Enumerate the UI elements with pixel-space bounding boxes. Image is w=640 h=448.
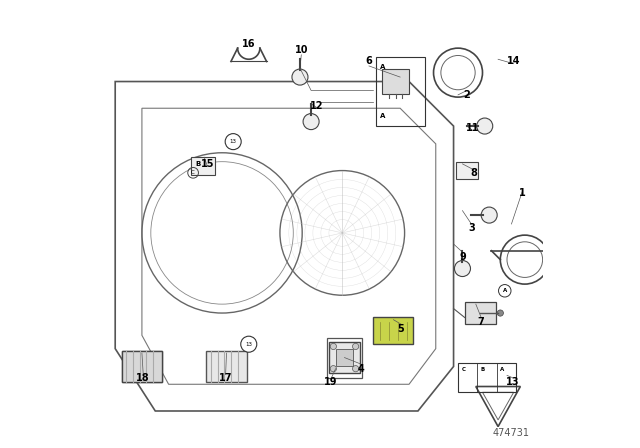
Text: 14: 14	[507, 56, 520, 66]
Text: 13: 13	[230, 139, 237, 144]
Bar	[465, 302, 496, 324]
Text: 11: 11	[466, 123, 479, 133]
Circle shape	[481, 207, 497, 223]
Bar	[376, 57, 424, 126]
Bar	[373, 318, 413, 344]
Text: 19: 19	[324, 377, 338, 387]
Text: 3: 3	[468, 224, 475, 233]
Circle shape	[497, 310, 504, 316]
Text: 5: 5	[397, 323, 404, 334]
Circle shape	[454, 260, 470, 276]
Bar	[335, 349, 353, 366]
Text: 15: 15	[200, 159, 214, 169]
Text: C: C	[191, 170, 195, 175]
Bar	[456, 162, 478, 180]
Text: 10: 10	[294, 45, 308, 56]
Circle shape	[292, 69, 308, 85]
Text: A: A	[502, 288, 507, 293]
Text: A: A	[500, 367, 504, 372]
Text: 9: 9	[460, 252, 467, 263]
Circle shape	[303, 114, 319, 129]
Circle shape	[477, 118, 493, 134]
Text: 474731: 474731	[492, 428, 529, 438]
Bar	[329, 342, 360, 373]
Text: 13: 13	[506, 377, 519, 387]
Circle shape	[241, 336, 257, 352]
Bar	[122, 351, 162, 382]
Text: 16: 16	[242, 39, 255, 49]
Text: 13: 13	[245, 342, 252, 347]
Circle shape	[330, 343, 337, 349]
Text: B: B	[195, 161, 200, 167]
Circle shape	[225, 134, 241, 150]
Text: 8: 8	[470, 168, 477, 178]
Circle shape	[353, 343, 359, 349]
Circle shape	[330, 366, 337, 372]
Text: 6: 6	[365, 56, 372, 66]
Text: 12: 12	[310, 101, 323, 111]
Text: A: A	[380, 64, 385, 70]
Text: 18: 18	[136, 373, 150, 383]
Text: A: A	[380, 113, 385, 119]
Text: 2: 2	[463, 90, 470, 100]
Bar	[122, 351, 162, 382]
Circle shape	[353, 366, 359, 372]
Text: C: C	[462, 367, 466, 372]
Bar	[326, 337, 362, 378]
Bar	[207, 351, 246, 382]
Text: B: B	[481, 367, 485, 372]
Bar	[458, 363, 516, 392]
Text: 4: 4	[358, 364, 365, 374]
Text: 1: 1	[519, 188, 526, 198]
Bar	[382, 69, 409, 94]
Text: 7: 7	[478, 317, 484, 327]
Text: 17: 17	[219, 373, 232, 383]
Bar	[191, 157, 216, 175]
